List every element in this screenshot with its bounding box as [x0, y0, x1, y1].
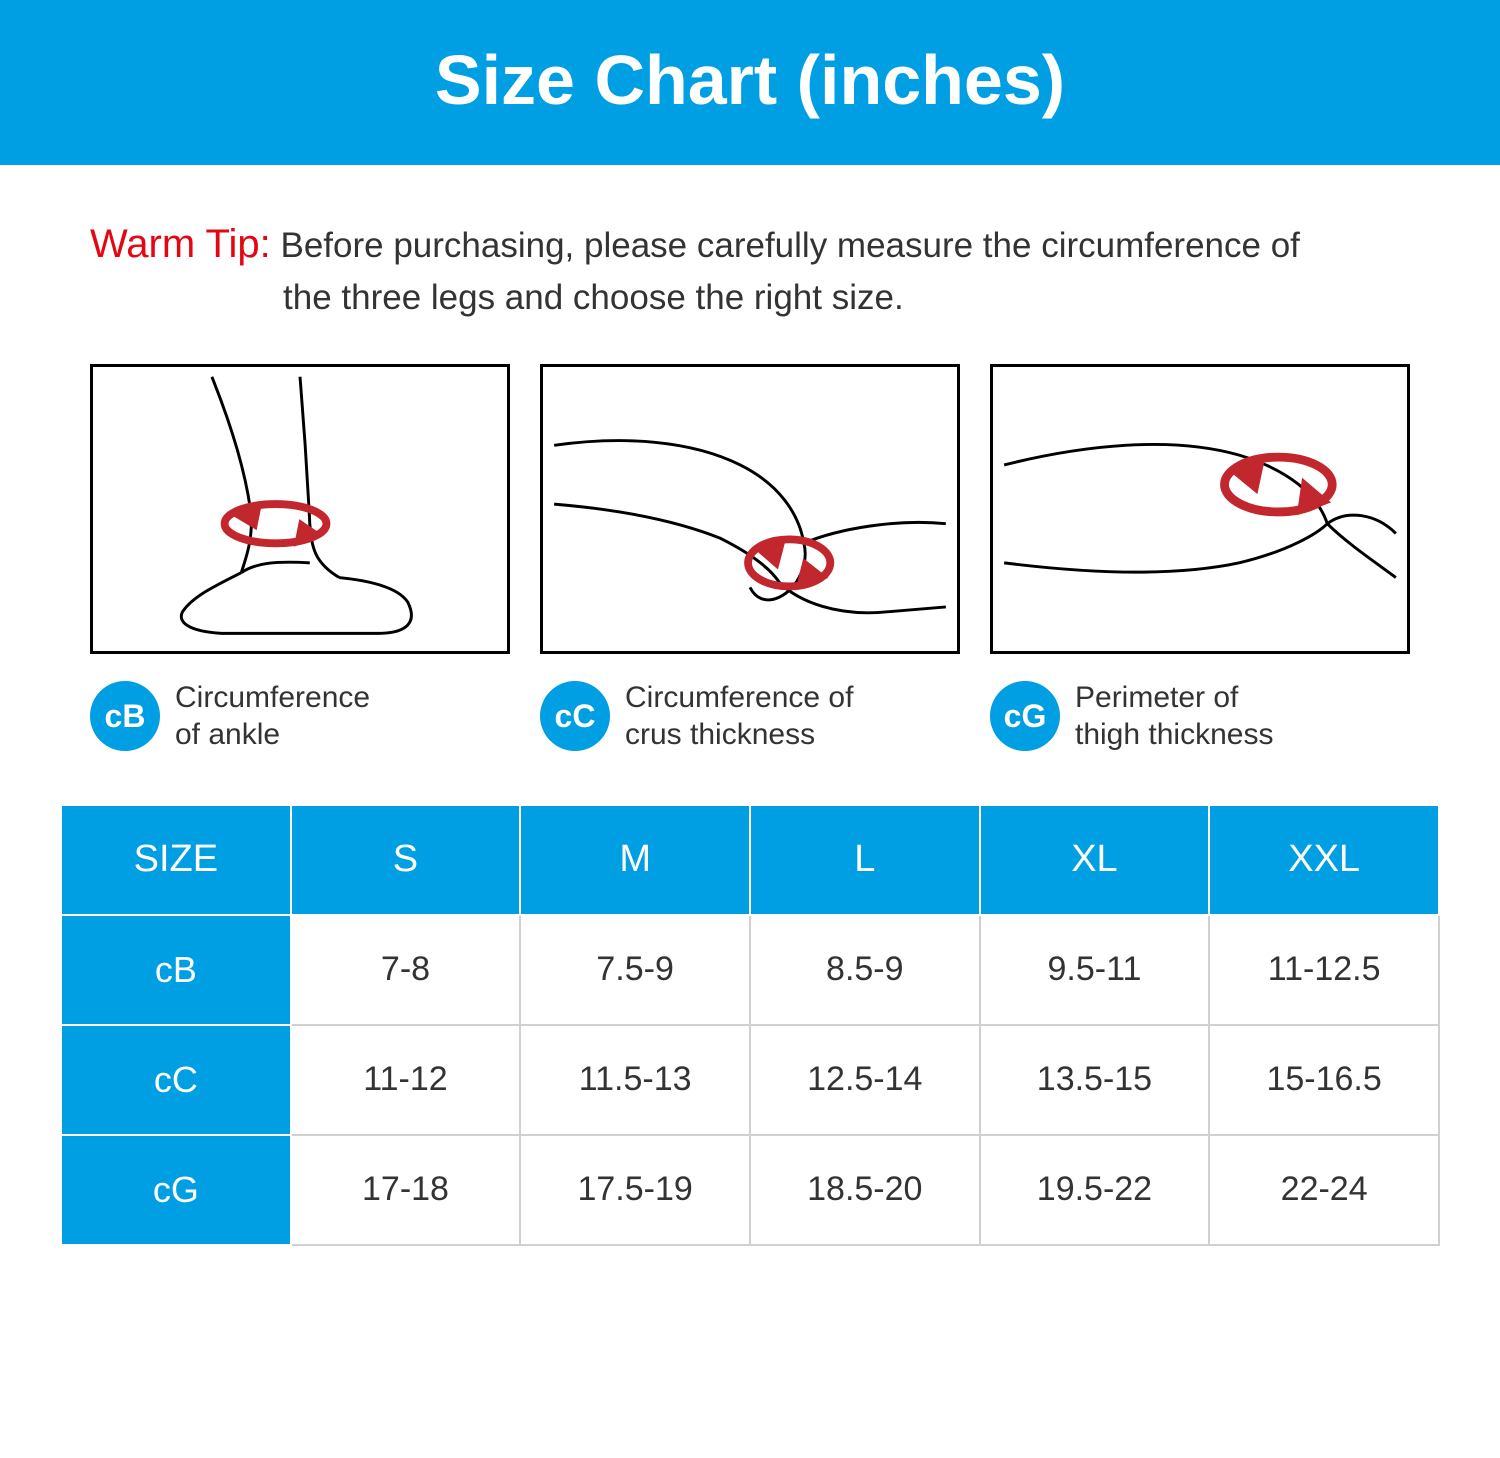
legend-cg-line2: thigh thickness — [1075, 718, 1273, 751]
row-label-cc: cC — [61, 1025, 291, 1135]
crus-icon — [543, 367, 957, 651]
diagram-row — [60, 364, 1440, 654]
legend-cg-line1: Perimeter of — [1075, 681, 1238, 714]
row-label-cg: cG — [61, 1135, 291, 1245]
cell: 19.5-22 — [980, 1135, 1210, 1245]
col-header-xxl: XXL — [1209, 805, 1439, 915]
cell: 15-16.5 — [1209, 1025, 1439, 1135]
table-row: cC 11-12 11.5-13 12.5-14 13.5-15 15-16.5 — [61, 1025, 1439, 1135]
legend-text-cb: Circumference of ankle — [175, 679, 370, 754]
col-header-xl: XL — [980, 805, 1210, 915]
table-row: cB 7-8 7.5-9 8.5-9 9.5-11 11-12.5 — [61, 915, 1439, 1025]
thigh-icon — [993, 367, 1407, 651]
col-header-l: L — [750, 805, 980, 915]
row-label-cb: cB — [61, 915, 291, 1025]
legend-item-cc: cC Circumference of crus thickness — [540, 679, 960, 754]
size-table: SIZE S M L XL XXL cB 7-8 7.5-9 8.5-9 9.5… — [60, 804, 1440, 1246]
legend-row: cB Circumference of ankle cC Circumferen… — [60, 679, 1440, 754]
cell: 9.5-11 — [980, 915, 1210, 1025]
table-row: cG 17-18 17.5-19 18.5-20 19.5-22 22-24 — [61, 1135, 1439, 1245]
tip-text-line1: Before purchasing, please carefully meas… — [280, 226, 1299, 265]
tip-text-line2: the three legs and choose the right size… — [90, 273, 1440, 324]
tip-label: Warm Tip: — [90, 222, 271, 266]
legend-text-cc: Circumference of crus thickness — [625, 679, 853, 754]
cell: 17.5-19 — [520, 1135, 750, 1245]
diagram-thigh — [990, 364, 1410, 654]
diagram-crus — [540, 364, 960, 654]
badge-cb: cB — [90, 681, 160, 751]
legend-text-cg: Perimeter of thigh thickness — [1075, 679, 1273, 754]
col-header-m: M — [520, 805, 750, 915]
cell: 8.5-9 — [750, 915, 980, 1025]
col-header-size: SIZE — [61, 805, 291, 915]
legend-cc-line2: crus thickness — [625, 718, 815, 751]
cell: 22-24 — [1209, 1135, 1439, 1245]
badge-cc: cC — [540, 681, 610, 751]
page-title: Size Chart (inches) — [0, 0, 1500, 165]
col-header-s: S — [291, 805, 521, 915]
badge-cg: cG — [990, 681, 1060, 751]
legend-cb-line1: Circumference — [175, 681, 370, 714]
cell: 11.5-13 — [520, 1025, 750, 1135]
cell: 18.5-20 — [750, 1135, 980, 1245]
diagram-ankle — [90, 364, 510, 654]
cell: 17-18 — [291, 1135, 521, 1245]
content-area: Warm Tip: Before purchasing, please care… — [0, 165, 1500, 1286]
warm-tip: Warm Tip: Before purchasing, please care… — [60, 215, 1440, 324]
legend-item-cg: cG Perimeter of thigh thickness — [990, 679, 1410, 754]
cell: 12.5-14 — [750, 1025, 980, 1135]
cell: 11-12 — [291, 1025, 521, 1135]
cell: 7.5-9 — [520, 915, 750, 1025]
table-header-row: SIZE S M L XL XXL — [61, 805, 1439, 915]
legend-cb-line2: of ankle — [175, 718, 280, 751]
legend-item-cb: cB Circumference of ankle — [90, 679, 510, 754]
cell: 7-8 — [291, 915, 521, 1025]
legend-cc-line1: Circumference of — [625, 681, 853, 714]
cell: 13.5-15 — [980, 1025, 1210, 1135]
cell: 11-12.5 — [1209, 915, 1439, 1025]
ankle-icon — [93, 367, 507, 651]
